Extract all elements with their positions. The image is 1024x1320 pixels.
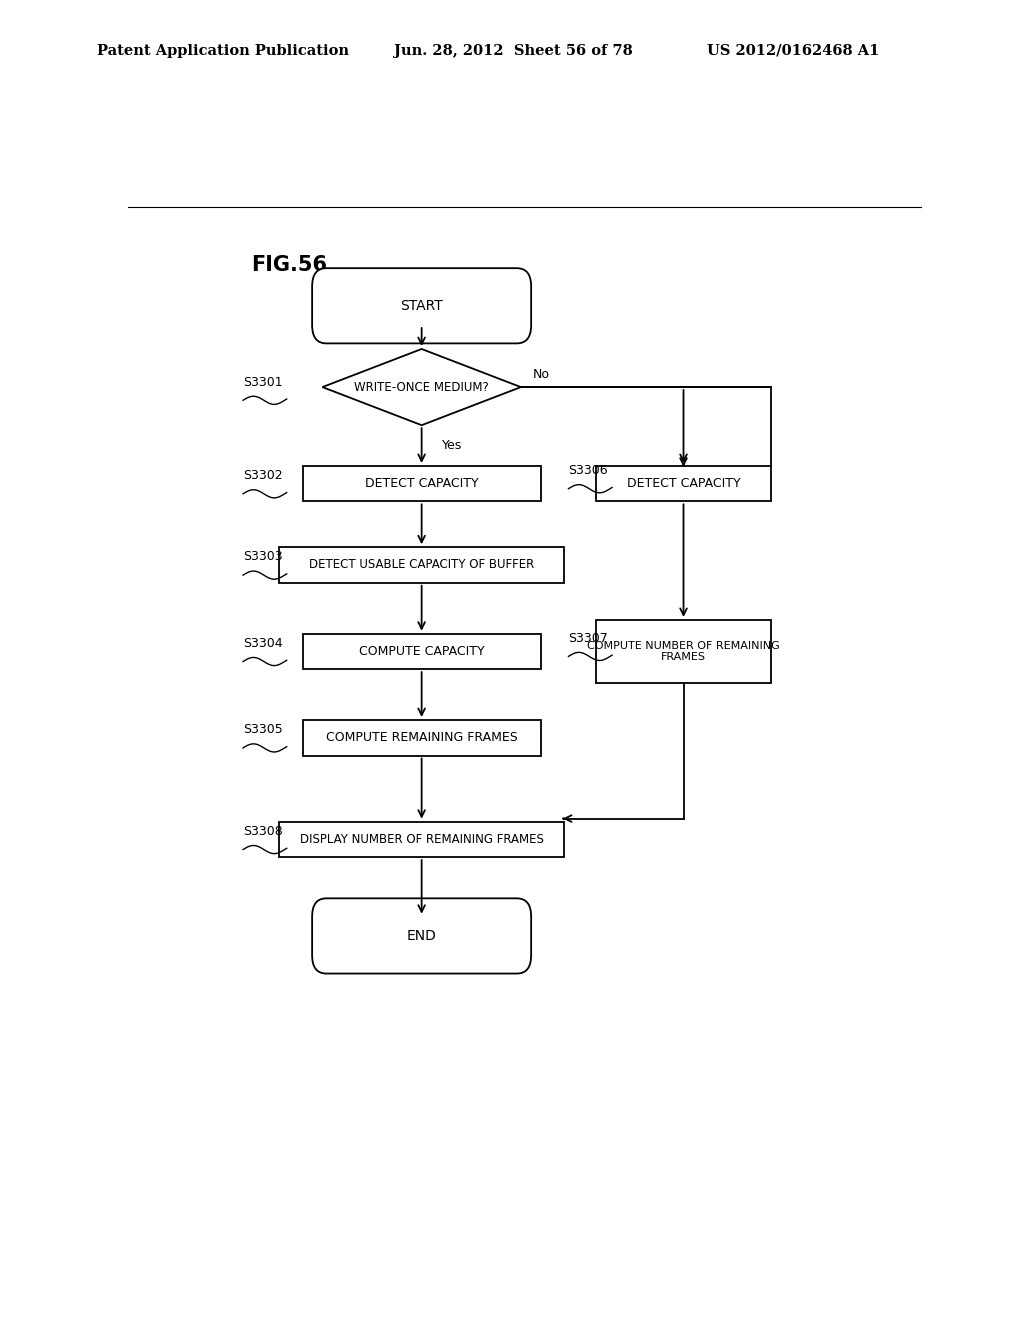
Text: S3306: S3306	[568, 463, 608, 477]
FancyBboxPatch shape	[312, 268, 531, 343]
Bar	[303, 634, 541, 669]
Bar	[596, 620, 771, 682]
Bar	[596, 466, 771, 502]
Text: S3303: S3303	[243, 550, 283, 564]
Text: S3301: S3301	[243, 375, 283, 388]
Text: DETECT CAPACITY: DETECT CAPACITY	[627, 477, 740, 490]
Text: DETECT USABLE CAPACITY OF BUFFER: DETECT USABLE CAPACITY OF BUFFER	[309, 558, 535, 572]
Text: S3308: S3308	[243, 825, 283, 838]
Text: DETECT CAPACITY: DETECT CAPACITY	[365, 477, 478, 490]
Bar	[279, 821, 564, 857]
Text: S3305: S3305	[243, 723, 283, 737]
Text: WRITE-ONCE MEDIUM?: WRITE-ONCE MEDIUM?	[354, 380, 489, 393]
Text: COMPUTE REMAINING FRAMES: COMPUTE REMAINING FRAMES	[326, 731, 517, 744]
Text: COMPUTE NUMBER OF REMAINING
FRAMES: COMPUTE NUMBER OF REMAINING FRAMES	[587, 640, 780, 663]
Text: END: END	[407, 929, 436, 942]
Bar	[279, 548, 564, 582]
Text: Patent Application Publication: Patent Application Publication	[97, 44, 349, 58]
Text: COMPUTE CAPACITY: COMPUTE CAPACITY	[358, 645, 484, 657]
Text: Jun. 28, 2012  Sheet 56 of 78: Jun. 28, 2012 Sheet 56 of 78	[394, 44, 633, 58]
Text: US 2012/0162468 A1: US 2012/0162468 A1	[707, 44, 879, 58]
Text: Yes: Yes	[441, 440, 462, 451]
Text: DISPLAY NUMBER OF REMAINING FRAMES: DISPLAY NUMBER OF REMAINING FRAMES	[300, 833, 544, 846]
Text: S3307: S3307	[568, 632, 608, 644]
Text: FIG.56: FIG.56	[251, 255, 327, 275]
Text: START: START	[400, 298, 443, 313]
Text: S3304: S3304	[243, 636, 283, 649]
Text: No: No	[532, 368, 550, 381]
Polygon shape	[323, 348, 521, 425]
FancyBboxPatch shape	[312, 899, 531, 974]
Bar	[303, 719, 541, 755]
Text: S3302: S3302	[243, 469, 283, 482]
Bar	[303, 466, 541, 502]
